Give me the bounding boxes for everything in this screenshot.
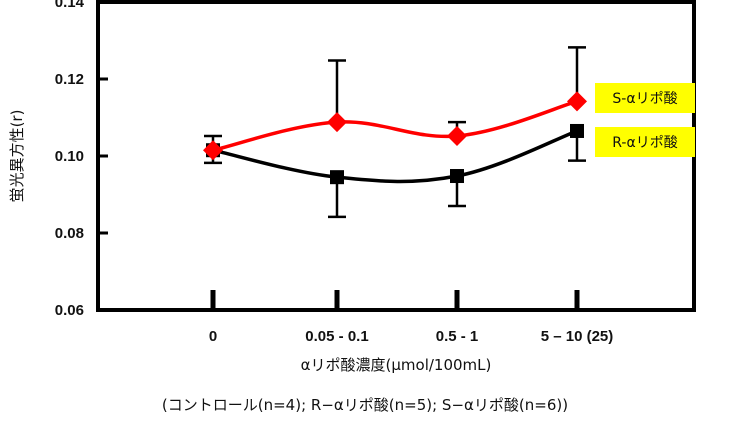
series-lines <box>212 99 578 184</box>
x-tick-label: 5 – 10 (25) <box>541 328 614 345</box>
x-tick-label: 0 <box>209 328 217 345</box>
y-tick-label: 0.10 <box>55 148 84 165</box>
error-bars <box>204 46 586 219</box>
data-point-diamond <box>447 125 467 146</box>
series-line-r-alpha-lipoic <box>212 129 578 184</box>
y-tick-label: 0.12 <box>55 71 84 88</box>
data-point-square <box>450 169 464 184</box>
y-tick-label: 0.06 <box>55 302 84 319</box>
x-tick-label: 0.5 - 1 <box>436 328 479 345</box>
data-point-diamond <box>327 112 347 133</box>
data-point-diamond <box>567 91 587 112</box>
y-tick-label: 0.08 <box>55 225 84 242</box>
legend-box <box>595 127 695 157</box>
legend-label: S-αリポ酸 <box>612 91 677 107</box>
x-axis-ticks: 0 0.05 - 0.1 0.5 - 1 5 – 10 (25) <box>209 290 613 345</box>
legend-label: R-αリポ酸 <box>612 135 677 151</box>
legend-box <box>595 83 695 113</box>
y-axis-ticks: 0.06 0.08 0.10 0.12 0.14 <box>55 0 108 319</box>
series-markers <box>203 91 587 185</box>
legend: S-αリポ酸 R-αリポ酸 <box>595 83 695 157</box>
data-point-diamond <box>203 140 223 161</box>
y-tick-label: 0.14 <box>55 0 85 11</box>
series-line-s-alpha-lipoic <box>212 99 578 152</box>
x-tick-label: 0.05 - 0.1 <box>305 328 368 345</box>
sample-size-footnote: (コントロール(n=4); R−αリポ酸(n=5); S−αリポ酸(n=6)) <box>161 396 569 414</box>
x-axis-title: αリポ酸濃度(μmol/100mL) <box>301 356 492 374</box>
y-axis-title: 蛍光異方性(r) <box>8 110 26 203</box>
data-point-square <box>570 123 584 138</box>
data-point-square <box>330 170 344 185</box>
